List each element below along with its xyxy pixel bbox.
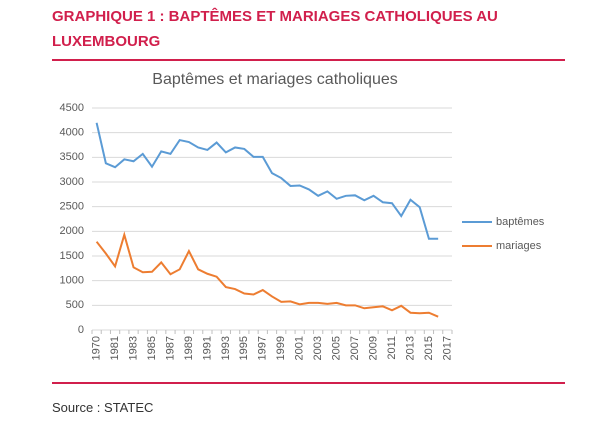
- source: Source : STATEC: [52, 400, 154, 415]
- x-tick-label: 1985: [146, 336, 158, 360]
- series-line: [95, 122, 439, 240]
- y-tick-label: 500: [66, 299, 84, 311]
- y-tick-label: 2500: [60, 201, 84, 213]
- x-tick-label: 2015: [423, 336, 435, 360]
- y-tick-label: 1000: [60, 275, 84, 287]
- x-tick-label: 2017: [441, 336, 453, 360]
- y-tick-label: 3000: [60, 176, 84, 188]
- y-tick-label: 4500: [60, 102, 84, 114]
- y-tick-label: 2000: [60, 225, 84, 237]
- chart-title: Baptêmes et mariages catholiques: [152, 71, 397, 88]
- legend-label: baptêmes: [496, 216, 545, 228]
- header-title: GRAPHIQUE 1 : BAPTÊMES ET MARIAGES CATHO…: [52, 8, 498, 50]
- x-tick-label: 1995: [238, 336, 250, 360]
- x-tick-label: 1991: [201, 336, 213, 360]
- x-tick-label: 1970: [91, 336, 103, 360]
- x-tick-label: 1997: [257, 336, 269, 360]
- y-tick-label: 0: [78, 324, 84, 336]
- series-line: [95, 231, 439, 318]
- header-rule: [52, 59, 565, 61]
- x-tick-label: 1981: [109, 336, 121, 360]
- x-tick-label: 2009: [367, 336, 379, 360]
- y-tick-label: 4000: [60, 127, 84, 139]
- x-tick-label: 2007: [349, 336, 361, 360]
- y-tick-label: 1500: [60, 250, 84, 262]
- legend-label: mariages: [496, 240, 542, 252]
- x-tick-label: 1999: [275, 336, 287, 360]
- x-tick-label: 1987: [164, 336, 176, 360]
- y-tick-label: 3500: [60, 151, 84, 163]
- x-tick-label: 1993: [220, 336, 232, 360]
- footer-rule: [52, 382, 565, 384]
- x-tick-label: 2001: [294, 336, 306, 360]
- x-tick-label: 2013: [404, 336, 416, 360]
- x-tick-label: 1983: [127, 336, 139, 360]
- x-tick-label: 2005: [331, 336, 343, 360]
- x-tick-label: 1989: [183, 336, 195, 360]
- x-tick-label: 2011: [386, 336, 398, 360]
- x-tick-label: 2003: [312, 336, 324, 360]
